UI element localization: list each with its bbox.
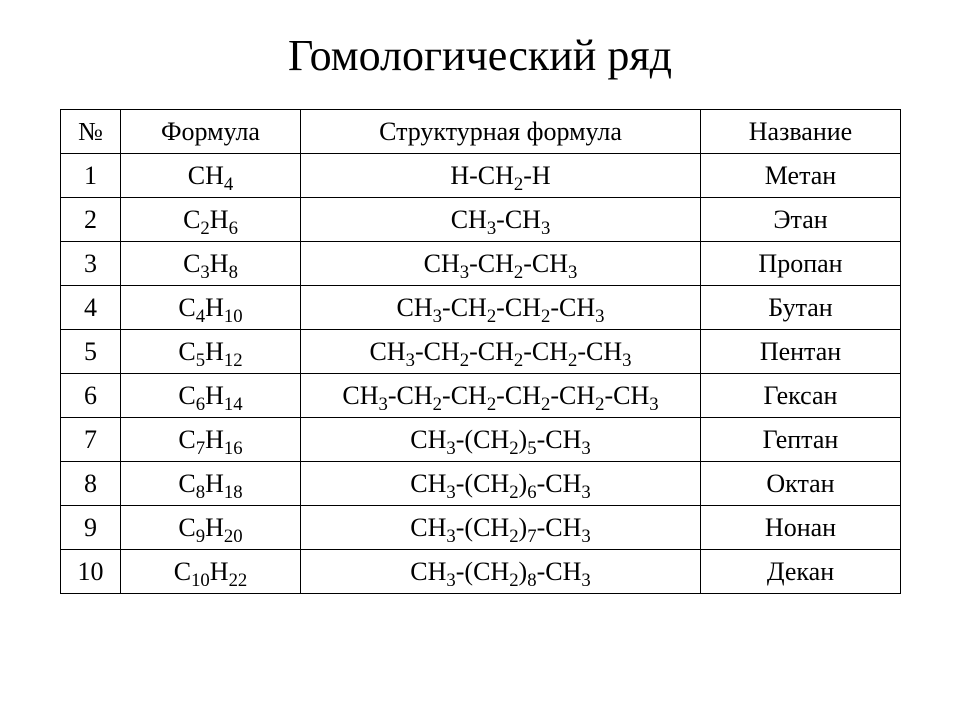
cell-structure: CH3-(CH2)8-CH3 <box>301 550 701 594</box>
cell-number: 4 <box>61 286 121 330</box>
cell-number: 10 <box>61 550 121 594</box>
cell-name: Пентан <box>701 330 901 374</box>
cell-formula: C5H12 <box>121 330 301 374</box>
cell-formula: C6H14 <box>121 374 301 418</box>
cell-number: 3 <box>61 242 121 286</box>
cell-formula: C3H8 <box>121 242 301 286</box>
table-row: 6C6H14CH3-CH2-CH2-CH2-CH2-CH3Гексан <box>61 374 901 418</box>
cell-name: Пропан <box>701 242 901 286</box>
cell-structure: CH3-(CH2)6-CH3 <box>301 462 701 506</box>
cell-number: 5 <box>61 330 121 374</box>
cell-number: 6 <box>61 374 121 418</box>
cell-name: Этан <box>701 198 901 242</box>
cell-structure: H-CH2-H <box>301 154 701 198</box>
table-row: 10C10H22CH3-(CH2)8-CH3Декан <box>61 550 901 594</box>
table-row: 3C3H8CH3-CH2-CH3Пропан <box>61 242 901 286</box>
cell-structure: CH3-CH2-CH2-CH2-CH2-CH3 <box>301 374 701 418</box>
cell-formula: C4H10 <box>121 286 301 330</box>
col-header-name: Название <box>701 110 901 154</box>
table-header-row: № Формула Структурная формула Название <box>61 110 901 154</box>
table-row: 2C2H6CH3-CH3Этан <box>61 198 901 242</box>
cell-number: 8 <box>61 462 121 506</box>
cell-structure: CH3-(CH2)5-CH3 <box>301 418 701 462</box>
cell-formula: C7H16 <box>121 418 301 462</box>
col-header-number: № <box>61 110 121 154</box>
cell-number: 9 <box>61 506 121 550</box>
cell-structure: CH3-CH2-CH2-CH2-CH3 <box>301 330 701 374</box>
cell-structure: CH3-CH2-CH2-CH3 <box>301 286 701 330</box>
cell-name: Гептан <box>701 418 901 462</box>
cell-structure: CH3-CH2-CH3 <box>301 242 701 286</box>
page-title: Гомологический ряд <box>60 30 900 81</box>
table-row: 4C4H10CH3-CH2-CH2-CH3Бутан <box>61 286 901 330</box>
cell-name: Метан <box>701 154 901 198</box>
cell-formula: C8H18 <box>121 462 301 506</box>
cell-number: 1 <box>61 154 121 198</box>
table-row: 8C8H18CH3-(CH2)6-CH3Октан <box>61 462 901 506</box>
cell-structure: CH3-(CH2)7-CH3 <box>301 506 701 550</box>
homologous-series-table: № Формула Структурная формула Название 1… <box>60 109 901 594</box>
cell-formula: C9H20 <box>121 506 301 550</box>
table-row: 9C9H20CH3-(CH2)7-CH3Нонан <box>61 506 901 550</box>
cell-formula: C10H22 <box>121 550 301 594</box>
cell-name: Нонан <box>701 506 901 550</box>
cell-name: Октан <box>701 462 901 506</box>
cell-name: Бутан <box>701 286 901 330</box>
col-header-formula: Формула <box>121 110 301 154</box>
cell-formula: C2H6 <box>121 198 301 242</box>
table-row: 5C5H12CH3-CH2-CH2-CH2-CH3Пентан <box>61 330 901 374</box>
col-header-structure: Структурная формула <box>301 110 701 154</box>
table-row: 1CH4H-CH2-HМетан <box>61 154 901 198</box>
cell-number: 2 <box>61 198 121 242</box>
cell-number: 7 <box>61 418 121 462</box>
cell-formula: CH4 <box>121 154 301 198</box>
table-row: 7C7H16CH3-(CH2)5-CH3Гептан <box>61 418 901 462</box>
cell-name: Гексан <box>701 374 901 418</box>
cell-structure: CH3-CH3 <box>301 198 701 242</box>
cell-name: Декан <box>701 550 901 594</box>
